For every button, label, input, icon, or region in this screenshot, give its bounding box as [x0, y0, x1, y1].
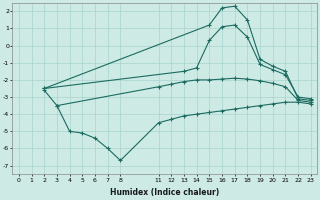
X-axis label: Humidex (Indice chaleur): Humidex (Indice chaleur) — [110, 188, 220, 197]
